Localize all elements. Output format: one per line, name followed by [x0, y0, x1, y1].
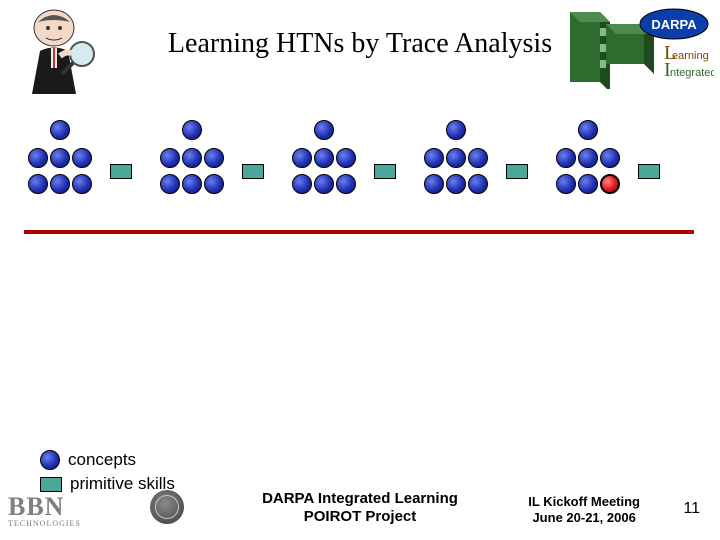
- footer: BBN TECHNOLOGIES DARPA Integrated Learni…: [0, 490, 720, 530]
- concept-node: [72, 174, 92, 194]
- primitive-skill-node: [506, 164, 528, 179]
- footer-right-line2: June 20-21, 2006: [528, 510, 640, 526]
- concept-node: [292, 148, 312, 168]
- cluster: [24, 120, 96, 220]
- concept-node: [28, 148, 48, 168]
- footer-right: IL Kickoff Meeting June 20-21, 2006: [528, 494, 640, 527]
- concept-node: [160, 174, 180, 194]
- circle-icon: [40, 450, 60, 470]
- concept-node: [446, 120, 466, 140]
- concept-node: [446, 148, 466, 168]
- primitive-skill-node: [110, 164, 132, 179]
- concept-node: [204, 174, 224, 194]
- concept-node: [182, 174, 202, 194]
- primitive-skill-node: [242, 164, 264, 179]
- slide: DARPA L earning I ntegrated Learning HTN…: [0, 0, 720, 540]
- concept-node: [424, 148, 444, 168]
- concept-node: [578, 120, 598, 140]
- legend-concepts-label: concepts: [68, 450, 136, 470]
- svg-text:ntegrated: ntegrated: [670, 67, 714, 79]
- concept-node: [468, 148, 488, 168]
- cluster: [420, 120, 492, 220]
- concept-node: [556, 148, 576, 168]
- concept-node: [292, 174, 312, 194]
- concept-node: [50, 174, 70, 194]
- concept-node: [314, 120, 334, 140]
- concept-node: [600, 148, 620, 168]
- cluster: [288, 120, 360, 220]
- concept-node: [336, 174, 356, 194]
- concept-node: [28, 174, 48, 194]
- concept-node: [446, 174, 466, 194]
- concept-node: [204, 148, 224, 168]
- concept-node: [424, 174, 444, 194]
- cluster: [552, 120, 624, 220]
- concept-node: [578, 148, 598, 168]
- concept-node: [50, 120, 70, 140]
- concept-node: [556, 174, 576, 194]
- concept-node: [72, 148, 92, 168]
- primitive-skill-node: [374, 164, 396, 179]
- concept-node: [468, 174, 488, 194]
- legend-concepts-row: concepts: [40, 450, 175, 470]
- cluster: [156, 120, 228, 220]
- concept-node: [182, 148, 202, 168]
- trace-diagram: [0, 120, 720, 260]
- concept-node: [50, 148, 70, 168]
- page-title: Learning HTNs by Trace Analysis: [0, 28, 720, 60]
- concept-node: [336, 148, 356, 168]
- concept-node-highlight: [600, 174, 620, 194]
- concept-node: [160, 148, 180, 168]
- concept-node: [182, 120, 202, 140]
- concept-node: [314, 174, 334, 194]
- concept-node: [314, 148, 334, 168]
- primitive-skill-node: [638, 164, 660, 179]
- underline: [24, 230, 694, 234]
- page-number: 11: [683, 500, 700, 518]
- concept-node: [578, 174, 598, 194]
- footer-right-line1: IL Kickoff Meeting: [528, 494, 640, 510]
